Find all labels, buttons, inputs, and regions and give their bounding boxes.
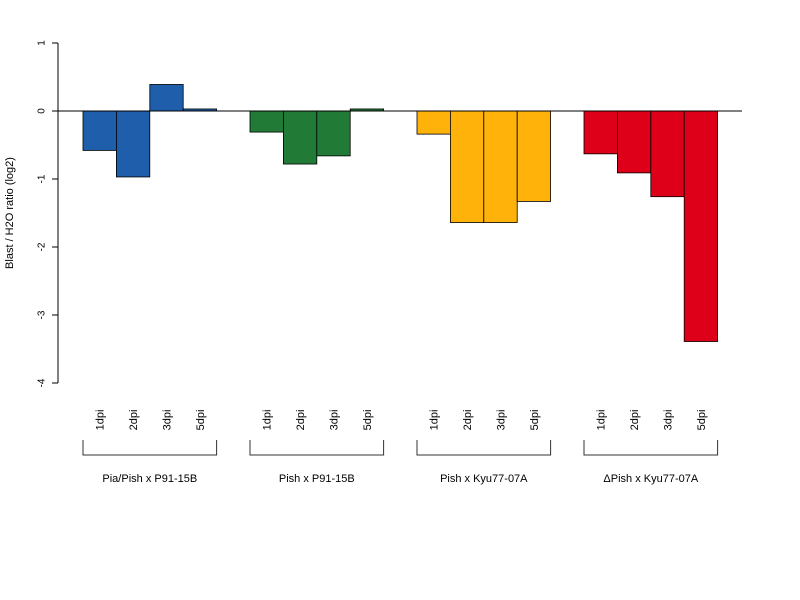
category-label: 3dpi xyxy=(329,410,341,431)
y-tick-label: -2 xyxy=(37,242,48,251)
category-label: 5dpi xyxy=(362,410,374,431)
y-tick-label: -1 xyxy=(37,174,48,183)
category-label: 5dpi xyxy=(529,410,541,431)
y-tick-label: -3 xyxy=(37,310,48,319)
bar xyxy=(149,84,184,112)
category-label: 5dpi xyxy=(696,410,708,431)
bar xyxy=(683,110,719,342)
y-tick-label: 0 xyxy=(37,108,48,114)
bar xyxy=(483,110,518,223)
category-label: 1dpi xyxy=(262,410,274,431)
category-label: 2dpi xyxy=(462,410,474,431)
bar xyxy=(416,110,451,135)
y-tick-label: -4 xyxy=(37,378,48,387)
category-label: 1dpi xyxy=(95,410,107,431)
bar xyxy=(583,110,618,155)
category-label: 3dpi xyxy=(663,410,675,431)
bar xyxy=(650,110,685,198)
bar xyxy=(282,110,318,165)
category-label: 3dpi xyxy=(496,410,508,431)
category-label: 1dpi xyxy=(596,410,608,431)
bar xyxy=(82,110,117,151)
category-label: 2dpi xyxy=(629,410,641,431)
category-labels: 1dpi 2dpi 3dpi 5dpi 1dpi 2dpi 3dpi 5dpi 1dpi 2dpi… xyxy=(95,410,708,431)
bar xyxy=(316,110,351,157)
bar xyxy=(116,110,151,178)
group-label: Pish x Kyu77-07A xyxy=(440,473,528,485)
bar xyxy=(516,110,552,202)
group-bracket xyxy=(249,440,385,456)
bar xyxy=(249,110,284,133)
group-bracket xyxy=(82,440,218,456)
category-label: 2dpi xyxy=(295,410,307,431)
category-label: 5dpi xyxy=(195,410,207,431)
group-label: ΔPish x Kyu77-07A xyxy=(603,473,698,485)
group-label: Pia/Pish x P91-15B xyxy=(102,473,197,485)
group-bracket xyxy=(583,440,719,456)
bar xyxy=(617,110,652,174)
y-axis-label: Blast / H2O ratio (log2) xyxy=(4,157,16,269)
bar xyxy=(449,110,485,223)
group-bracket xyxy=(416,440,552,456)
group-brackets: Pia/Pish x P91-15B Pish x P91-15B Pish x K… xyxy=(82,440,719,485)
bars xyxy=(82,84,719,342)
category-label: 1dpi xyxy=(429,410,441,431)
group-label: Pish x P91-15B xyxy=(279,473,355,485)
category-label: 2dpi xyxy=(128,410,140,431)
y-tick-label: 1 xyxy=(37,40,48,46)
y-axis: 1 0 -1 -2 -3 -4 xyxy=(37,40,59,387)
category-label: 3dpi xyxy=(162,410,174,431)
